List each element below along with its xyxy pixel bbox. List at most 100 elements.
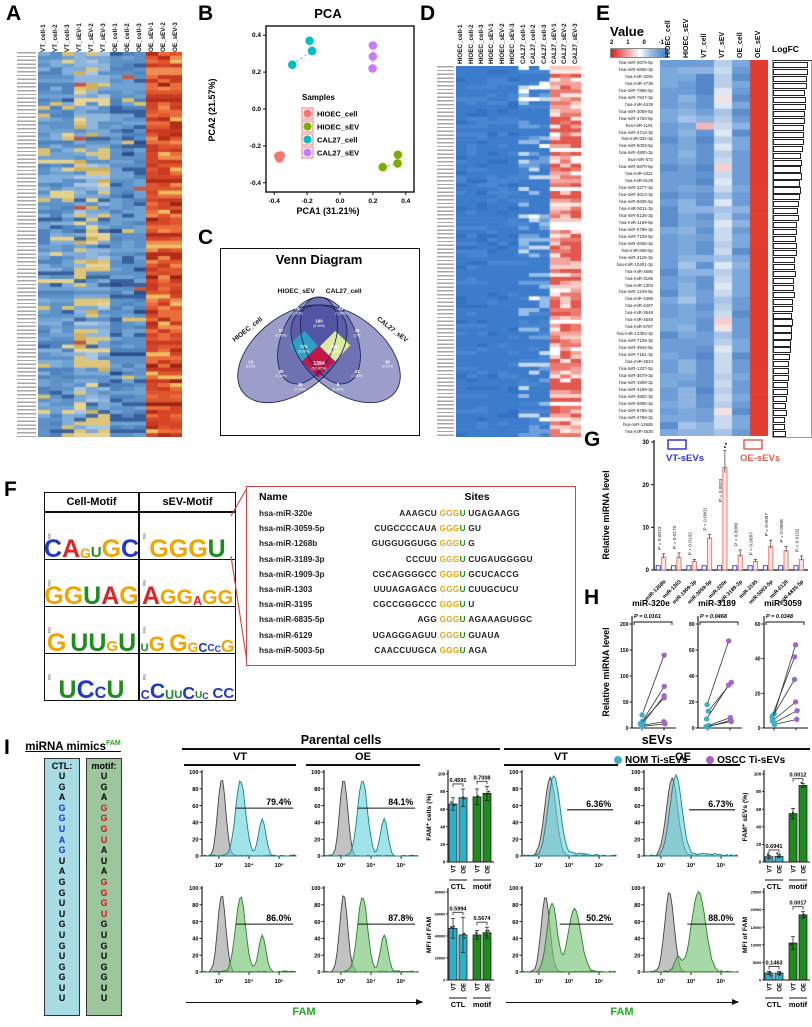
svg-text:80: 80 xyxy=(512,903,518,909)
sig-bracket xyxy=(768,966,780,970)
name-header: Name xyxy=(259,491,288,503)
svg-text:(0.5%): (0.5%) xyxy=(246,365,255,369)
sig-bracket xyxy=(476,921,488,926)
svg-text:VT: VT xyxy=(475,983,481,991)
mirna-row-label: hsa-miR-1249-5p xyxy=(619,289,653,295)
logfc-bar xyxy=(773,402,786,410)
logo-letter: G xyxy=(119,581,139,607)
svg-text:VT: VT xyxy=(791,865,797,873)
seq-letter: G xyxy=(100,781,108,792)
h-legend-nom: NOM Ti-sEVs xyxy=(614,755,688,766)
svg-text:0.0012: 0.0012 xyxy=(789,773,806,779)
logfc-bar xyxy=(773,222,798,229)
vt-bar xyxy=(793,565,799,571)
logo-letter: C xyxy=(214,643,221,654)
data-dot xyxy=(776,852,779,855)
venn-ellipse xyxy=(290,304,401,403)
svg-text:(0.65%): (0.65%) xyxy=(275,333,286,337)
seq-letter: U xyxy=(100,929,108,940)
data-dot xyxy=(461,796,464,799)
svg-text:10³: 10³ xyxy=(687,978,695,985)
svg-text:P = 0.0023: P = 0.0023 xyxy=(718,478,724,502)
column-label: OE_sEV-2 xyxy=(160,22,167,52)
paired-plot-mir3189: miR-3189 P = 0.0468 0 20 40 60 80 xyxy=(689,598,742,732)
svg-text:80: 80 xyxy=(634,787,640,793)
logfc-bar xyxy=(773,215,799,222)
svg-text:10¹: 10¹ xyxy=(535,978,543,985)
svg-text:25: 25 xyxy=(298,382,303,387)
svg-text:(1%): (1%) xyxy=(354,333,361,337)
svg-text:OE: OE xyxy=(461,865,467,874)
svg-text:0: 0 xyxy=(637,854,640,860)
colorbar-tick: 0 xyxy=(642,40,646,46)
logo-letter: U xyxy=(165,687,175,700)
seq-letter: G xyxy=(58,961,66,972)
svg-text:0.0: 0.0 xyxy=(335,198,344,205)
svg-text:VT: VT xyxy=(791,983,797,991)
mirna-row-label: hsa-miR-5787 xyxy=(625,324,653,330)
svg-text:motif: motif xyxy=(473,882,492,891)
svg-text:40: 40 xyxy=(512,821,518,827)
seq-letter: G xyxy=(100,972,108,983)
svg-text:20: 20 xyxy=(192,837,198,843)
mirna-row-label: hsa-miR-3944-5p xyxy=(619,345,653,351)
svg-text:25000: 25000 xyxy=(751,891,762,895)
fam-sup: FAM xyxy=(105,740,121,747)
vt-bar xyxy=(655,565,661,571)
logfc-bar xyxy=(773,395,788,403)
seq-letter: U xyxy=(100,993,108,1004)
pair-line xyxy=(771,679,795,718)
seq-letter: G xyxy=(100,919,108,930)
logfc-bar xyxy=(773,194,801,201)
seq-letter: G xyxy=(100,898,108,909)
svg-text:0: 0 xyxy=(443,979,445,983)
svg-text:15000: 15000 xyxy=(751,926,762,930)
svg-text:OE: OE xyxy=(485,983,491,992)
svg-text:10⁵: 10⁵ xyxy=(594,863,603,869)
svg-text:20: 20 xyxy=(314,953,320,959)
mirna-row-label: hsa-miR-3648 xyxy=(625,310,653,316)
sev-motif-logo-1: bits A G G A G G xyxy=(140,560,235,607)
svg-text:0.0017: 0.0017 xyxy=(789,901,806,907)
logo-letter: C xyxy=(94,683,107,700)
seq-letter: G xyxy=(58,919,66,930)
svg-text:-0.4: -0.4 xyxy=(269,198,281,205)
logo-letter: U xyxy=(90,543,102,560)
hist-sample xyxy=(643,890,739,973)
column-label: CAL27_cell-2 xyxy=(530,24,538,64)
logo-letter: G xyxy=(63,581,84,607)
svg-text:0: 0 xyxy=(317,970,320,976)
column-label: VT_cell-1 xyxy=(40,24,47,52)
svg-text:10⁴: 10⁴ xyxy=(244,979,253,985)
svg-text:MFI of FAM: MFI of FAM xyxy=(742,917,749,954)
column-label: VT_cell xyxy=(701,33,708,58)
svg-text:VT: VT xyxy=(767,983,773,991)
logfc-bar xyxy=(773,173,802,180)
data-dot xyxy=(475,931,478,934)
panel-e-label: E xyxy=(596,2,611,25)
svg-text:17: 17 xyxy=(279,328,284,333)
svg-text:160: 160 xyxy=(315,318,323,323)
oe-bar xyxy=(783,550,789,571)
svg-text:40: 40 xyxy=(192,937,198,943)
flow-hist-sev-vt-motif: 0 20 40 60 80 100 10¹ 10³ 10⁵ 50.2% xyxy=(509,886,617,985)
seq-letter: G xyxy=(58,781,66,792)
data-dot xyxy=(768,970,771,973)
svg-text:60: 60 xyxy=(512,920,518,926)
svg-text:10⁵: 10⁵ xyxy=(716,863,725,869)
svg-text:miR-320e: miR-320e xyxy=(632,598,670,608)
column-label: OE_sEV-3 xyxy=(172,22,179,52)
oe-bar xyxy=(676,556,682,571)
column-label: HIOEC_sEV-2 xyxy=(498,23,506,64)
venn-region-yellow xyxy=(319,331,351,362)
oscc-point xyxy=(728,718,734,725)
oe-bar xyxy=(752,561,759,571)
logfc-bar xyxy=(773,76,807,83)
svg-text:100: 100 xyxy=(189,886,198,892)
mirna-row-label: hsa-miR-2277-3p xyxy=(619,185,653,191)
seq-letter: A xyxy=(58,792,66,803)
heatmap-d-row-labels xyxy=(437,66,454,437)
data-dot xyxy=(790,815,793,818)
hist-sample xyxy=(522,902,617,973)
